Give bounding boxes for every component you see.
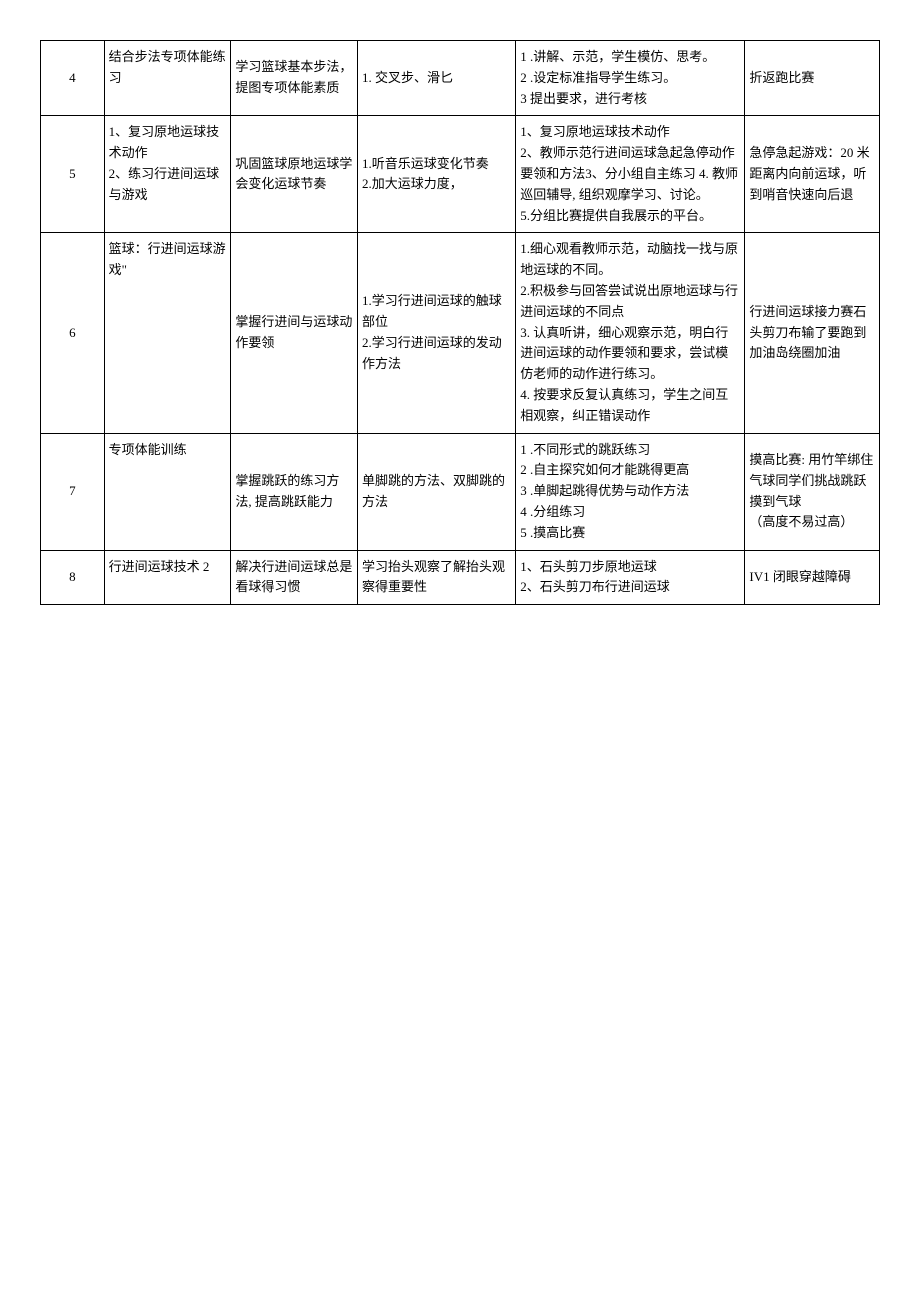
cell-points: 学习抬头观察了解抬头观察得重要性: [358, 550, 516, 605]
cell-topic: 篮球：行进间运球游戏": [104, 233, 231, 433]
cell-topic: 行进间运球技术 2: [104, 550, 231, 605]
table-row: 4 结合步法专项体能练习 学习篮球基本步法，提图专项体能素质 1. 交叉步、滑匕…: [41, 41, 880, 116]
cell-game: 行进间运球接力赛石头剪刀布输了要跑到加油岛绕圈加油: [745, 233, 880, 433]
cell-num: 5: [41, 116, 105, 233]
lesson-plan-table: 4 结合步法专项体能练习 学习篮球基本步法，提图专项体能素质 1. 交叉步、滑匕…: [40, 40, 880, 605]
table-body: 4 结合步法专项体能练习 学习篮球基本步法，提图专项体能素质 1. 交叉步、滑匕…: [41, 41, 880, 605]
cell-goal: 解决行进间运球总是看球得习惯: [231, 550, 358, 605]
cell-method: 1 .不同形式的跳跃练习2 .自主探究如何才能跳得更高3 .单脚起跳得优势与动作…: [516, 433, 745, 550]
cell-num: 6: [41, 233, 105, 433]
cell-game: 急停急起游戏：20 米距离内向前运球，听到哨音快速向后退: [745, 116, 880, 233]
table-row: 6 篮球：行进间运球游戏" 掌握行进间与运球动作要领 1.学习行进间运球的触球部…: [41, 233, 880, 433]
cell-method: 1.细心观看教师示范，动脑找一找与原地运球的不同。2.积极参与回答尝试说出原地运…: [516, 233, 745, 433]
cell-points: 1.学习行进间运球的触球部位2.学习行进间运球的发动作方法: [358, 233, 516, 433]
cell-goal: 掌握跳跃的练习方法, 提高跳跃能力: [231, 433, 358, 550]
cell-topic: 专项体能训练: [104, 433, 231, 550]
cell-num: 7: [41, 433, 105, 550]
table-row: 7 专项体能训练 掌握跳跃的练习方法, 提高跳跃能力 单脚跳的方法、双脚跳的方法…: [41, 433, 880, 550]
cell-topic: 结合步法专项体能练习: [104, 41, 231, 116]
table-row: 5 1、复习原地运球技术动作2、练习行进间运球与游戏 巩固篮球原地运球学会变化运…: [41, 116, 880, 233]
cell-goal: 巩固篮球原地运球学会变化运球节奏: [231, 116, 358, 233]
cell-game: 折返跑比赛: [745, 41, 880, 116]
cell-num: 8: [41, 550, 105, 605]
cell-game: IV1 闭眼穿越障碍: [745, 550, 880, 605]
cell-method: 1、石头剪刀步原地运球2、石头剪刀布行进间运球: [516, 550, 745, 605]
cell-goal: 学习篮球基本步法，提图专项体能素质: [231, 41, 358, 116]
table-row: 8 行进间运球技术 2 解决行进间运球总是看球得习惯 学习抬头观察了解抬头观察得…: [41, 550, 880, 605]
cell-points: 1.听音乐运球变化节奏2.加大运球力度，: [358, 116, 516, 233]
cell-method: 1、复习原地运球技术动作2、教师示范行进间运球急起急停动作要领和方法3、分小组自…: [516, 116, 745, 233]
cell-game: 摸高比赛: 用竹竿绑住气球同学们挑战跳跃摸到气球（高度不易过高）: [745, 433, 880, 550]
cell-points: 1. 交叉步、滑匕: [358, 41, 516, 116]
cell-points: 单脚跳的方法、双脚跳的方法: [358, 433, 516, 550]
cell-topic: 1、复习原地运球技术动作2、练习行进间运球与游戏: [104, 116, 231, 233]
cell-method: 1 .讲解、示范，学生模仿、思考。2 .设定标准指导学生练习。3 提出要求，进行…: [516, 41, 745, 116]
cell-num: 4: [41, 41, 105, 116]
cell-goal: 掌握行进间与运球动作要领: [231, 233, 358, 433]
